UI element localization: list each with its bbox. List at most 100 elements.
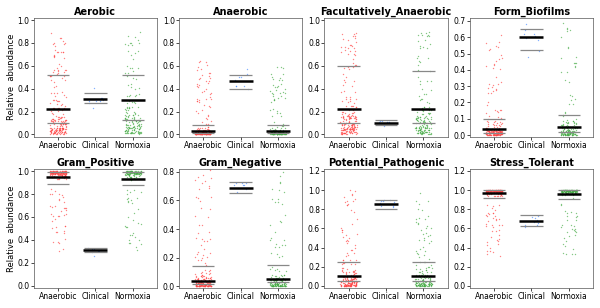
Point xyxy=(196,129,206,134)
Point xyxy=(413,280,422,285)
Point xyxy=(122,169,131,174)
Point xyxy=(557,189,567,194)
Point xyxy=(493,191,503,196)
Point xyxy=(192,82,202,87)
Point xyxy=(49,170,58,175)
Point xyxy=(134,127,144,132)
Point xyxy=(61,174,71,179)
Point xyxy=(487,189,497,194)
Point xyxy=(491,128,500,133)
Point xyxy=(568,119,577,124)
Point xyxy=(565,189,575,194)
Point xyxy=(495,128,505,133)
Point xyxy=(271,282,281,286)
Point xyxy=(132,170,142,175)
Point xyxy=(194,277,203,282)
Point xyxy=(560,189,569,194)
Point xyxy=(125,171,134,176)
Point xyxy=(491,189,501,194)
Point xyxy=(347,127,356,132)
Point xyxy=(347,130,356,135)
Point xyxy=(271,229,280,234)
Point xyxy=(50,169,60,174)
Point xyxy=(196,257,205,262)
Point xyxy=(558,132,568,136)
Point xyxy=(489,188,499,193)
Point xyxy=(60,174,70,179)
Point xyxy=(568,189,577,194)
Point xyxy=(344,124,353,129)
Point xyxy=(49,132,58,136)
Point xyxy=(47,174,57,179)
Point xyxy=(133,48,143,53)
Point xyxy=(191,284,201,289)
Point xyxy=(127,170,137,175)
Point xyxy=(557,132,566,136)
Point xyxy=(487,188,497,192)
Point xyxy=(201,128,211,133)
Point xyxy=(61,169,70,174)
Point xyxy=(341,283,351,288)
Point xyxy=(56,173,66,178)
Point xyxy=(59,115,69,120)
Point xyxy=(134,126,144,131)
Point xyxy=(347,126,357,131)
Point xyxy=(487,85,497,90)
Point xyxy=(267,130,277,135)
Point xyxy=(51,225,61,229)
Point xyxy=(568,190,578,195)
Point xyxy=(493,44,503,49)
Point xyxy=(561,188,571,193)
Point xyxy=(563,188,573,192)
Point xyxy=(275,279,284,284)
Point xyxy=(562,190,572,195)
Point xyxy=(203,280,212,285)
Point xyxy=(350,35,359,40)
Point xyxy=(571,121,581,126)
Point xyxy=(412,281,421,286)
Point xyxy=(268,132,278,136)
Point xyxy=(565,129,574,134)
Point xyxy=(342,276,352,281)
Point xyxy=(349,268,358,273)
Point xyxy=(486,190,496,195)
Point xyxy=(340,274,349,279)
Point xyxy=(270,85,280,90)
Point xyxy=(203,284,212,289)
Point xyxy=(482,239,491,244)
Point xyxy=(483,124,493,128)
Point xyxy=(485,188,494,193)
Point xyxy=(481,130,491,135)
Point xyxy=(493,190,502,195)
Point xyxy=(121,119,131,124)
Point xyxy=(413,131,422,136)
Point xyxy=(571,227,580,232)
Point xyxy=(51,127,61,132)
Point xyxy=(352,129,361,134)
Point xyxy=(230,78,240,83)
Point xyxy=(61,130,70,135)
Point xyxy=(281,282,290,287)
Point xyxy=(351,62,361,67)
Point xyxy=(46,173,55,178)
Point xyxy=(272,280,282,285)
Point xyxy=(277,132,287,136)
Point xyxy=(418,33,427,38)
Point xyxy=(425,280,435,285)
Point xyxy=(490,188,499,193)
Point xyxy=(125,169,135,174)
Point xyxy=(268,128,278,133)
Point xyxy=(204,184,214,188)
Point xyxy=(572,190,581,195)
Point xyxy=(61,212,71,217)
Point xyxy=(202,239,211,244)
Point xyxy=(349,108,358,113)
Point xyxy=(202,254,212,259)
Point xyxy=(533,37,542,42)
Point xyxy=(561,188,571,193)
Point xyxy=(560,132,569,137)
Point xyxy=(491,216,501,221)
Point xyxy=(567,227,577,232)
Point xyxy=(270,278,280,282)
Point xyxy=(280,278,289,283)
